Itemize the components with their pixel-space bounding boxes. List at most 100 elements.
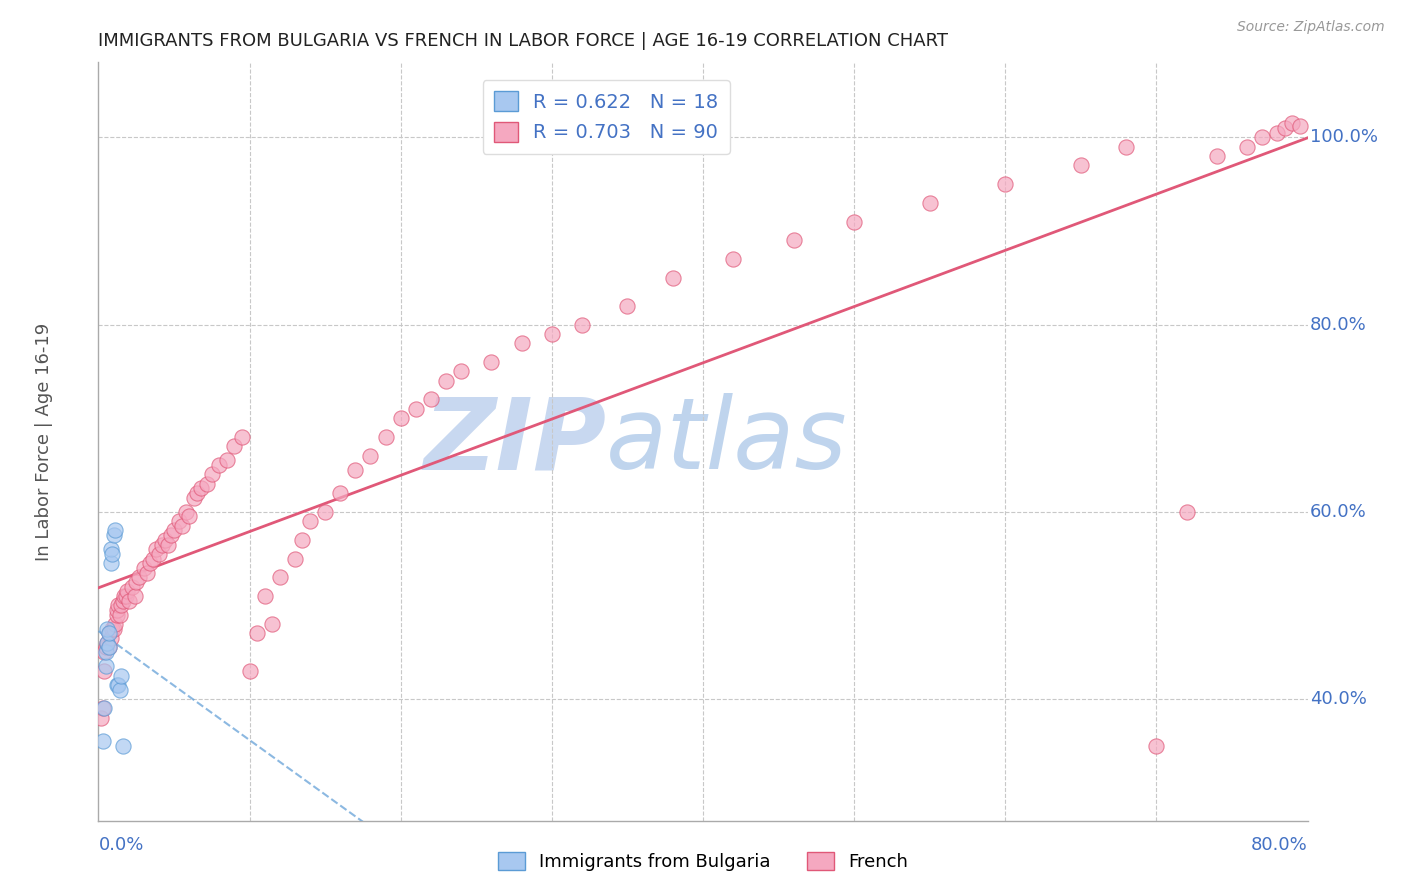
Point — [208, 458, 231, 472]
Point — [167, 514, 190, 528]
Point — [844, 214, 866, 228]
Point — [96, 622, 118, 636]
Point — [253, 589, 276, 603]
Point — [111, 739, 134, 753]
Text: atlas: atlas — [606, 393, 848, 490]
Point — [108, 607, 131, 622]
Point — [135, 566, 157, 580]
Text: 80.0%: 80.0% — [1310, 316, 1367, 334]
Point — [103, 622, 125, 636]
Point — [125, 574, 148, 589]
Point — [91, 701, 114, 715]
Point — [389, 411, 412, 425]
Point — [1070, 158, 1092, 172]
Point — [291, 533, 314, 547]
Point — [360, 449, 382, 463]
Point — [100, 542, 122, 557]
Point — [661, 270, 683, 285]
Point — [1289, 119, 1312, 133]
Point — [246, 626, 269, 640]
Point — [94, 640, 117, 655]
Point — [96, 636, 118, 650]
Point — [190, 481, 212, 495]
Text: 100.0%: 100.0% — [1310, 128, 1378, 146]
Point — [105, 603, 128, 617]
Legend: R = 0.622   N = 18, R = 0.703   N = 90: R = 0.622 N = 18, R = 0.703 N = 90 — [482, 79, 730, 153]
Point — [93, 664, 115, 678]
Point — [481, 355, 503, 369]
Point — [434, 374, 457, 388]
Point — [405, 401, 427, 416]
Point — [128, 570, 150, 584]
Point — [344, 462, 367, 476]
Point — [160, 528, 183, 542]
Point — [153, 533, 176, 547]
Point — [93, 701, 115, 715]
Text: IMMIGRANTS FROM BULGARIA VS FRENCH IN LABOR FORCE | AGE 16-19 CORRELATION CHART: IMMIGRANTS FROM BULGARIA VS FRENCH IN LA… — [98, 32, 949, 50]
Point — [96, 636, 118, 650]
Point — [231, 430, 253, 444]
Point — [132, 561, 155, 575]
Point — [98, 640, 121, 655]
Point — [783, 233, 806, 247]
Text: 0.0%: 0.0% — [98, 836, 143, 854]
Point — [918, 195, 941, 210]
Point — [156, 537, 179, 551]
Point — [142, 551, 165, 566]
Point — [239, 664, 262, 678]
Point — [1144, 739, 1167, 753]
Point — [150, 537, 173, 551]
Point — [299, 514, 322, 528]
Point — [124, 589, 146, 603]
Point — [723, 252, 745, 266]
Point — [100, 556, 122, 570]
Point — [94, 659, 117, 673]
Point — [90, 711, 112, 725]
Point — [420, 392, 443, 407]
Legend: Immigrants from Bulgaria, French: Immigrants from Bulgaria, French — [491, 845, 915, 879]
Point — [201, 467, 224, 482]
Point — [224, 439, 246, 453]
Point — [179, 509, 201, 524]
Text: ZIP: ZIP — [423, 393, 606, 490]
Point — [112, 589, 135, 603]
Point — [195, 476, 218, 491]
Text: In Labor Force | Age 16-19: In Labor Force | Age 16-19 — [35, 322, 53, 561]
Point — [105, 678, 128, 692]
Point — [110, 599, 132, 613]
Point — [105, 607, 128, 622]
Point — [262, 617, 284, 632]
Point — [284, 551, 307, 566]
Point — [118, 593, 141, 607]
Point — [186, 486, 208, 500]
Point — [329, 486, 352, 500]
Point — [510, 336, 533, 351]
Point — [91, 734, 114, 748]
Point — [111, 593, 134, 607]
Point — [93, 645, 115, 659]
Text: 40.0%: 40.0% — [1310, 690, 1367, 708]
Point — [314, 505, 336, 519]
Point — [121, 580, 143, 594]
Point — [183, 491, 205, 505]
Point — [163, 524, 186, 538]
Point — [98, 626, 121, 640]
Point — [139, 556, 162, 570]
Point — [540, 326, 562, 341]
Text: 80.0%: 80.0% — [1251, 836, 1308, 854]
Point — [269, 570, 291, 584]
Point — [571, 318, 593, 332]
Point — [107, 678, 129, 692]
Text: Source: ZipAtlas.com: Source: ZipAtlas.com — [1237, 20, 1385, 34]
Point — [374, 430, 396, 444]
Point — [108, 682, 131, 697]
Point — [174, 505, 197, 519]
Point — [1206, 149, 1229, 163]
Point — [110, 668, 132, 682]
Text: 60.0%: 60.0% — [1310, 503, 1367, 521]
Point — [1175, 505, 1198, 519]
Point — [616, 299, 638, 313]
Point — [115, 584, 138, 599]
Point — [145, 542, 167, 557]
Point — [1115, 139, 1137, 153]
